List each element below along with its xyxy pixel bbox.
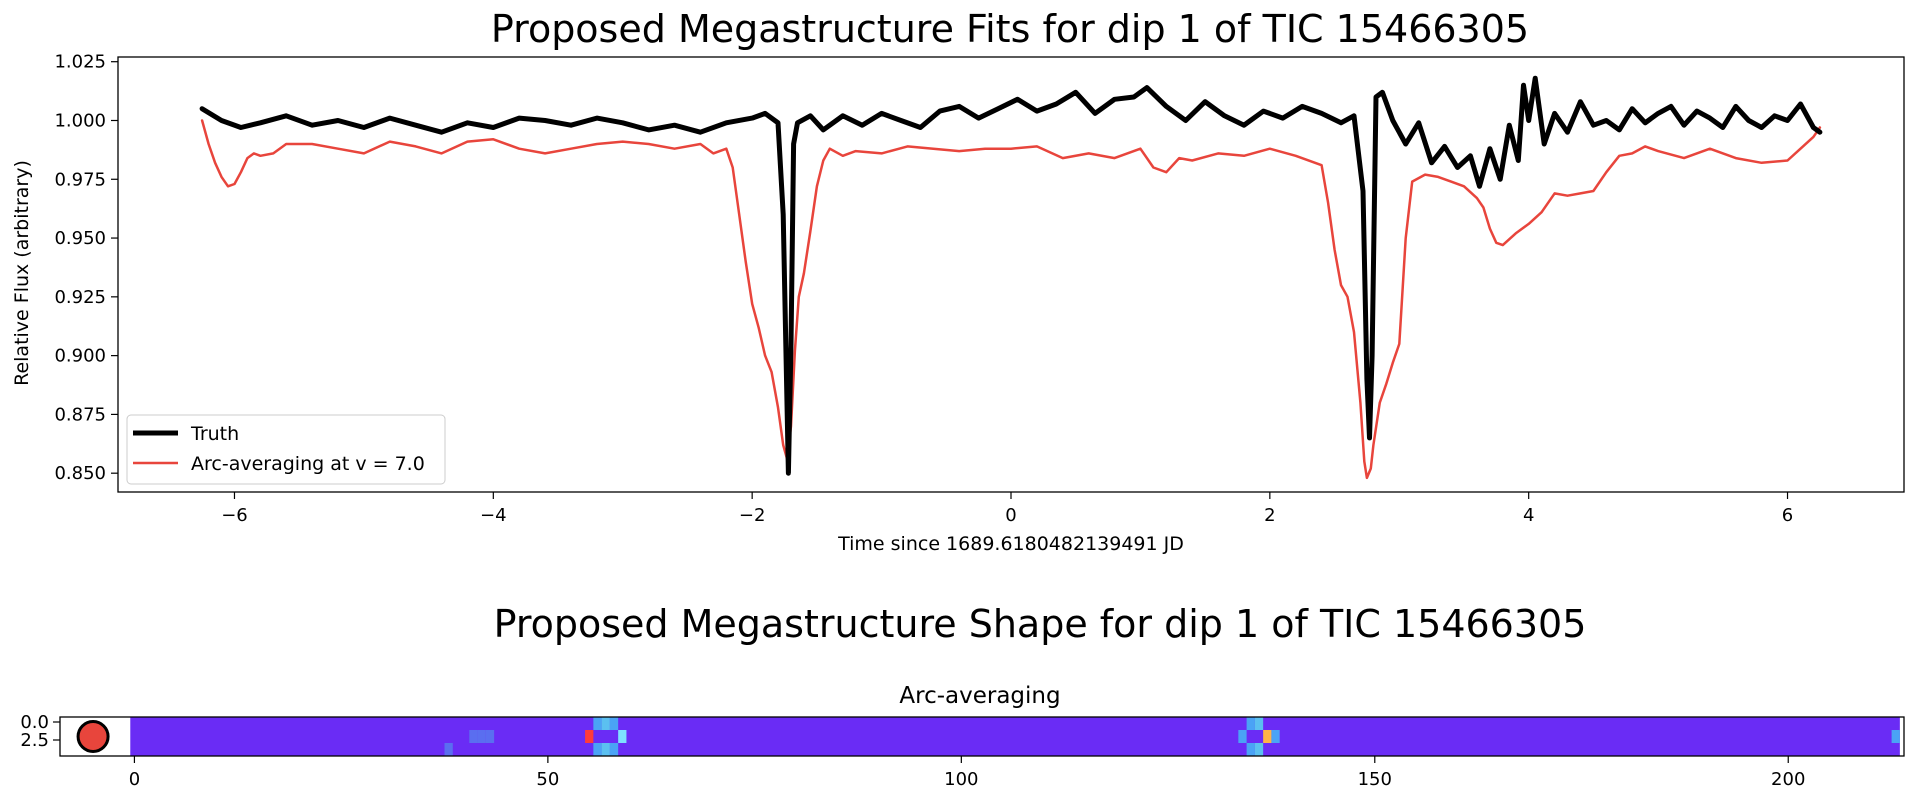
star-disk-marker xyxy=(76,720,110,753)
y-tick-label: 0.925 xyxy=(54,287,106,308)
heatmap-cell xyxy=(469,730,478,743)
y-tick-label: 0.875 xyxy=(54,404,106,425)
heatmap-cell xyxy=(1254,743,1264,756)
legend-label-truth: Truth xyxy=(190,423,239,445)
x-tick-label: 2 xyxy=(1264,505,1275,526)
series-line-truth xyxy=(199,75,1823,476)
legend-label-arc: Arc-averaging at v = 7.0 xyxy=(191,453,425,475)
x-tick-label: −4 xyxy=(480,505,507,526)
heatmap-x-tick-label: 150 xyxy=(1358,769,1392,790)
heatmap-cell xyxy=(1263,730,1272,743)
y-tick-label: 0.950 xyxy=(54,228,106,249)
x-tick-label: 0 xyxy=(1005,505,1016,526)
heatmap-cell xyxy=(609,717,619,730)
heatmap-axis-ticks: 0 50 100 150 200 0.02.5 xyxy=(20,712,1805,790)
heatmap-x-tick-label: 50 xyxy=(536,769,559,790)
heatmap-cell xyxy=(593,743,602,756)
heatmap-cell xyxy=(601,717,610,730)
heatmap-cell xyxy=(477,730,486,743)
legend-box xyxy=(126,414,446,485)
x-tick-label: 6 xyxy=(1782,505,1793,526)
heatmap-cell xyxy=(485,730,495,743)
top-chart-title: Proposed Megastructure Fits for dip 1 of… xyxy=(491,7,1529,51)
heatmap-cell xyxy=(1271,730,1280,743)
y-tick-label: 0.975 xyxy=(54,169,106,190)
heatmap-y-tick-label: 2.5 xyxy=(20,730,49,751)
top-x-axis-label: Time since 1689.6180482139491 JD xyxy=(837,533,1184,555)
series-line-arc-averaging xyxy=(200,119,1822,480)
x-tick-label: −2 xyxy=(739,505,766,526)
heatmap-cell xyxy=(1254,717,1264,730)
x-tick-label: 4 xyxy=(1523,505,1534,526)
heatmap-x-tick-label: 100 xyxy=(944,769,978,790)
heatmap-cell xyxy=(1246,743,1255,756)
y-tick-label: 1.025 xyxy=(54,52,106,73)
heatmap-y-tick-label: 0.0 xyxy=(20,712,49,733)
y-tick-label: 1.000 xyxy=(54,110,106,131)
heatmap-x-tick-label: 0 xyxy=(129,769,140,790)
heatmap-x-tick-label: 200 xyxy=(1771,769,1805,790)
heatmap-plot-area xyxy=(59,716,1905,757)
heatmap-cell xyxy=(609,743,619,756)
x-tick-label: −6 xyxy=(221,505,248,526)
heatmap-cell xyxy=(1238,730,1247,743)
top-y-axis-label: Relative Flux (arbitrary) xyxy=(11,160,33,386)
y-tick-label: 0.900 xyxy=(54,346,106,367)
heatmap-cell xyxy=(1891,730,1900,743)
y-tick-label: 0.850 xyxy=(54,463,106,484)
heatmap-frame xyxy=(59,716,1905,757)
heatmap-cell xyxy=(1246,717,1255,730)
heatmap-image xyxy=(130,717,1900,756)
bottom-figure-title: Proposed Megastructure Shape for dip 1 o… xyxy=(494,602,1587,646)
top-axis-ticks: −6 −4 −2 0 2 4 6 0.850 0.875 0.900 0.925 0.950 0.975… xyxy=(54,52,1793,526)
legend: Truth Arc-averaging at v = 7.0 xyxy=(126,414,446,485)
heatmap-cell xyxy=(593,717,602,730)
top-plot-area xyxy=(199,75,1823,480)
heatmap-cell xyxy=(444,743,453,756)
heatmap-cell xyxy=(618,730,627,743)
heatmap-title: Arc-averaging xyxy=(899,683,1060,709)
heatmap-cell xyxy=(601,743,610,756)
heatmap-cell xyxy=(585,730,594,743)
